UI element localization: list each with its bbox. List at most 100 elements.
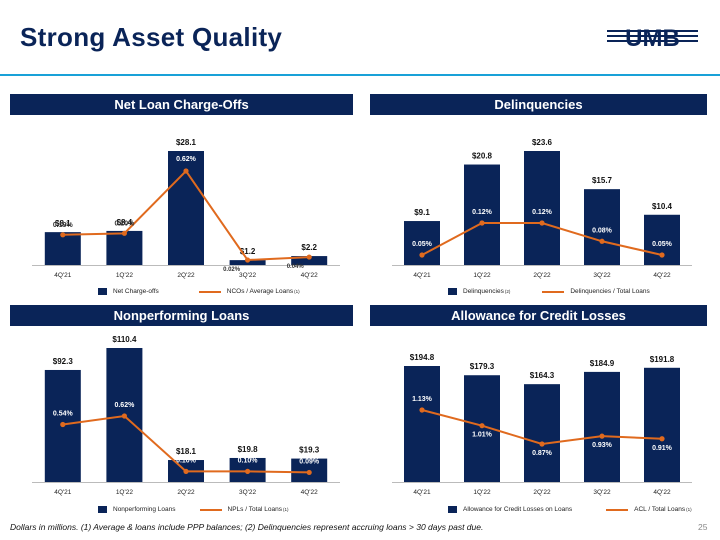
legend-line-swatch xyxy=(198,290,221,293)
bar-value-label: $184.9 xyxy=(590,359,615,368)
legend-label: Allowance for Credit Losses on Loans xyxy=(463,506,573,513)
legend-acl: Allowance for Credit Losses on Loans ACL… xyxy=(448,506,692,513)
title-rule xyxy=(0,74,720,76)
legend-label: Net Charge-offs xyxy=(113,288,159,295)
legend-npl: Nonperforming Loans NPLs / Total Loans (1… xyxy=(98,506,288,513)
ratio-label: 0.09% xyxy=(299,458,320,465)
bar-value-label: $164.3 xyxy=(530,371,555,380)
x-tick-label: 4Q'22 xyxy=(301,272,319,279)
panel-title-npl: Nonperforming Loans xyxy=(10,305,353,326)
ratio-point xyxy=(539,441,545,447)
ratio-label: 0.19% xyxy=(53,222,74,229)
ratio-label: 0.10% xyxy=(176,457,197,464)
legend-bar-swatch xyxy=(448,288,457,295)
legend-bar-swatch xyxy=(98,506,107,513)
ratio-label: 0.62% xyxy=(176,156,197,163)
legend-footnote: (1) xyxy=(686,507,692,512)
x-tick-label: 3Q'22 xyxy=(239,272,257,279)
bar-value-label: $110.4 xyxy=(112,335,137,344)
legend-footnote: (1) xyxy=(294,289,300,294)
x-tick-label: 2Q'22 xyxy=(177,272,195,279)
ratio-point xyxy=(419,407,425,413)
ratio-point xyxy=(659,436,665,442)
bar-value-label: $92.3 xyxy=(53,357,74,366)
chart-net-loan-charge-offs: $8.1 4Q'21 $8.4 1Q'22 $28.1 2Q'22 $1.2 3Q'22 $2.… xyxy=(32,138,340,279)
ratio-label: 0.12% xyxy=(532,209,553,216)
ratio-label: 0.87% xyxy=(532,450,553,457)
umb-logo: UMB xyxy=(607,26,698,48)
legend-label: NCOs / Average Loans xyxy=(226,288,294,295)
x-tick-label: 3Q'22 xyxy=(239,489,257,496)
bar-value-label: $23.6 xyxy=(532,138,553,147)
bar-value-label: $9.1 xyxy=(414,208,430,217)
legend-line-swatch xyxy=(542,290,565,293)
chart-delinquencies: $9.1 4Q'21 $20.8 1Q'22 $23.6 2Q'22 $15.7 3Q'22 $… xyxy=(392,138,692,279)
legend-item-line: ACL / Total Loans (1) xyxy=(606,506,692,513)
bar-value-label: $10.4 xyxy=(652,202,673,211)
x-tick-label: 2Q'22 xyxy=(533,489,551,496)
x-tick-label: 4Q'22 xyxy=(301,489,319,496)
ratio-point xyxy=(245,468,251,474)
ratio-label: 0.04% xyxy=(287,264,305,270)
ratio-point xyxy=(479,220,485,226)
x-tick-label: 4Q'21 xyxy=(54,489,72,496)
chart-nonperforming-loans: $92.3 4Q'21 $110.4 1Q'22 $18.1 2Q'22 $19.8 3Q'2… xyxy=(32,335,340,496)
bar-value-label: $179.3 xyxy=(470,362,495,371)
x-tick-label: 1Q'22 xyxy=(116,272,134,279)
bar xyxy=(168,151,204,265)
bar-value-label: $1.2 xyxy=(240,247,256,256)
bar-value-label: $18.1 xyxy=(176,447,197,456)
ratio-point xyxy=(539,220,545,226)
legend-item-line: Delinquencies / Total Loans xyxy=(542,288,650,295)
bar xyxy=(404,366,440,482)
ratio-label: 0.05% xyxy=(412,241,433,248)
bar-value-label: $20.8 xyxy=(472,152,493,161)
ratio-label: 1.13% xyxy=(412,396,433,403)
legend-label: ACL / Total Loans xyxy=(634,506,686,513)
ratio-point xyxy=(121,230,127,236)
ratio-label: 0.12% xyxy=(472,209,493,216)
ratio-label: 0.08% xyxy=(592,227,613,234)
x-tick-label: 1Q'22 xyxy=(116,489,134,496)
bar-value-label: $194.8 xyxy=(410,353,435,362)
ratio-point xyxy=(121,413,127,419)
ratio-label: 0.10% xyxy=(238,457,259,464)
legend-item-line: NCOs / Average Loans (1) xyxy=(198,288,300,295)
legend-line-swatch xyxy=(606,508,629,511)
ratio-label: 0.91% xyxy=(652,445,673,452)
x-tick-label: 3Q'22 xyxy=(593,489,611,496)
ratio-label: 0.20% xyxy=(114,220,135,227)
legend-bar-swatch xyxy=(98,288,107,295)
bar xyxy=(44,232,81,265)
legend-item-bar: Nonperforming Loans xyxy=(98,506,176,513)
page-number: 25 xyxy=(698,522,708,532)
ratio-point xyxy=(306,469,312,476)
panel-title-acl: Allowance for Credit Losses xyxy=(370,305,707,326)
bar xyxy=(644,367,680,482)
bar xyxy=(524,384,560,482)
legend-ncos: Net Charge-offs NCOs / Average Loans (1) xyxy=(98,288,300,295)
bar-value-label: $191.8 xyxy=(650,355,675,364)
legend-line-swatch xyxy=(199,508,222,511)
bar-value-label: $8.4 xyxy=(117,218,133,227)
panel-title-ncos: Net Loan Charge-Offs xyxy=(10,94,353,115)
bar xyxy=(524,151,560,265)
bar xyxy=(584,189,620,265)
ratio-label: 0.05% xyxy=(652,241,673,248)
panel-title-delinquencies: Delinquencies xyxy=(370,94,707,115)
legend-item-bar: Delinquencies (2) xyxy=(448,288,510,295)
bar-value-label: $19.3 xyxy=(299,446,320,455)
ratio-label: 0.54% xyxy=(53,411,74,418)
legend-footnote: (2) xyxy=(504,289,511,294)
bar xyxy=(464,164,500,265)
ratio-label: 0.02% xyxy=(223,267,241,273)
legend-label: Delinquencies xyxy=(463,288,504,295)
bar xyxy=(584,371,620,482)
bar-value-label: $2.2 xyxy=(301,243,317,252)
ratio-point xyxy=(245,257,251,263)
x-tick-label: 4Q'22 xyxy=(653,489,671,496)
x-tick-label: 4Q'21 xyxy=(413,272,431,279)
bar xyxy=(291,256,328,265)
ratio-point xyxy=(306,254,312,260)
x-tick-label: 1Q'22 xyxy=(473,272,491,279)
